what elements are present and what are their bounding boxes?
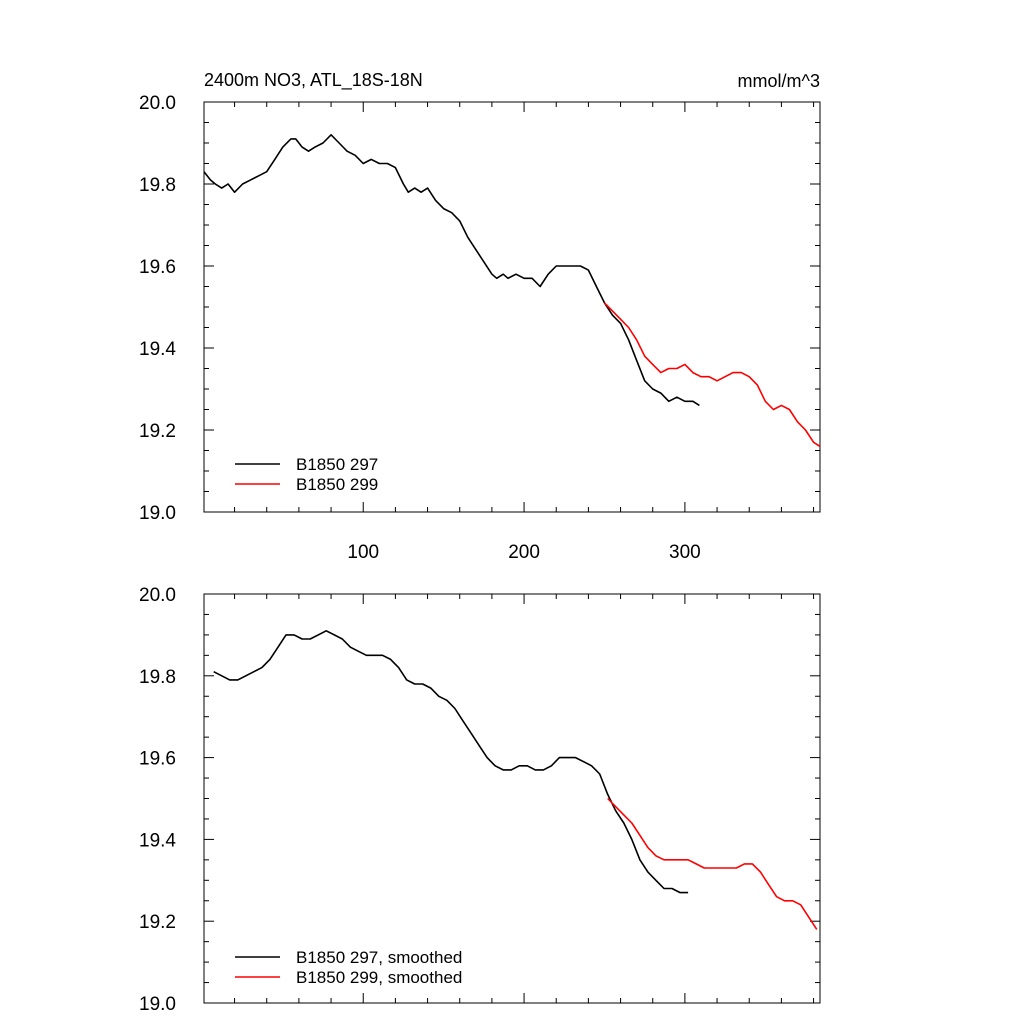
y-tick-label: 19.2 [139,421,176,442]
y-tick-label: 19.2 [139,912,176,933]
y-tick-label: 20.0 [139,585,176,606]
series-line [603,302,821,448]
y-tick-label: 19.0 [139,994,176,1015]
series-line [213,629,689,894]
y-tick-label: 20.0 [139,93,176,114]
x-tick-label: 300 [669,542,701,563]
x-tick-label: 100 [347,542,379,563]
plot-frame [203,593,821,1004]
units-label: mmol/m^3 [738,71,820,91]
legend-label: B1850 297 [296,455,378,474]
y-tick-label: 19.8 [139,667,176,688]
series-line [607,797,818,930]
bottom-panel: 19.0 19.2 19.4 19.6 19.8 20.0 B1850 297, smoot… [139,585,821,1015]
top-panel: 2400m NO3, ATL_18S-18N mmol/m^3 19.0 19.2… [139,70,821,563]
y-tick-label: 19.6 [139,749,176,770]
series-line [203,134,700,407]
y-tick-label: 19.8 [139,175,176,196]
chart-title: 2400m NO3, ATL_18S-18N [204,70,423,91]
legend-label: B1850 299 [296,475,378,494]
legend-label: B1850 297, smoothed [296,948,462,967]
y-tick-label: 19.4 [139,339,176,360]
plot-frame [203,101,821,513]
y-tick-label: 19.0 [139,503,176,524]
x-tick-label: 200 [508,542,540,563]
y-tick-label: 19.6 [139,257,176,278]
y-tick-label: 19.4 [139,830,176,851]
legend-label: B1850 299, smoothed [296,968,462,987]
